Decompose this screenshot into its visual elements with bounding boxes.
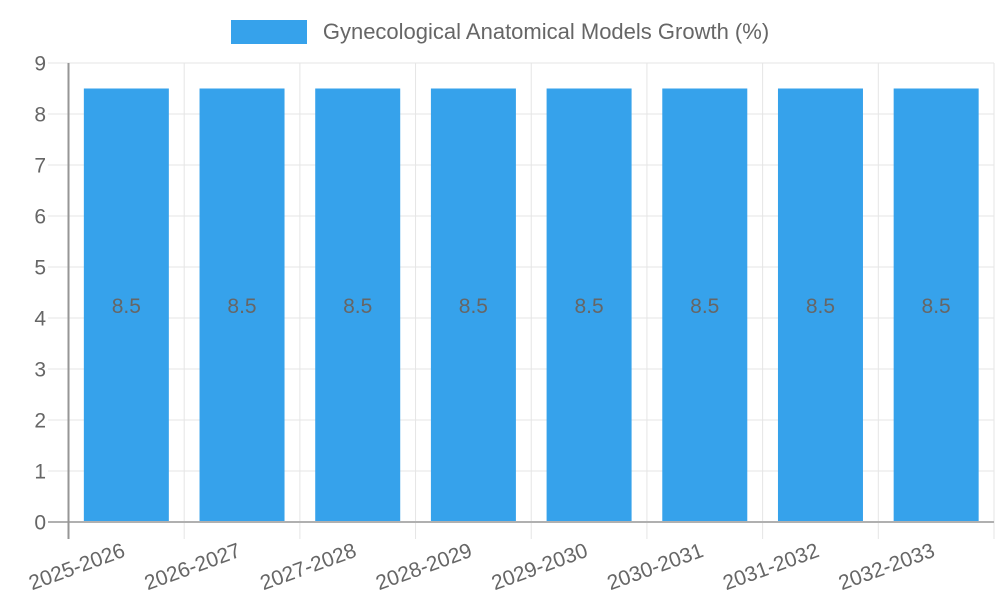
x-axis-tick-label: 2029-2030 <box>489 539 591 595</box>
legend-label: Gynecological Anatomical Models Growth (… <box>322 19 770 44</box>
x-axis-tick-label: 2027-2028 <box>257 539 359 595</box>
bar[interactable] <box>893 88 979 523</box>
y-axis-tick-label: 6 <box>34 206 46 229</box>
y-axis-tick-label: 5 <box>34 257 46 280</box>
y-axis-tick-label: 3 <box>34 359 46 382</box>
x-axis-tick-label: 2032-2033 <box>836 539 938 595</box>
bar[interactable] <box>83 88 169 523</box>
bar-value-label: 8.5 <box>112 295 141 318</box>
bar-value-label: 8.5 <box>690 295 719 318</box>
y-axis-tick-label: 4 <box>34 308 46 331</box>
bar[interactable] <box>777 88 863 523</box>
x-axis-tick-label: 2025-2026 <box>26 539 128 595</box>
bar-value-label: 8.5 <box>343 295 372 318</box>
y-axis-tick-label: 2 <box>34 410 46 433</box>
y-axis-tick-label: 9 <box>34 53 46 76</box>
x-axis-tick-label: 2031-2032 <box>720 539 822 595</box>
bar[interactable] <box>315 88 401 523</box>
y-axis-tick-label: 0 <box>34 512 46 535</box>
x-axis-tick-label: 2030-2031 <box>604 539 706 595</box>
y-axis-tick-label: 8 <box>34 104 46 127</box>
bar[interactable] <box>662 88 748 523</box>
x-axis-tick-label: 2026-2027 <box>141 539 243 595</box>
bar[interactable] <box>199 88 285 523</box>
legend-swatch <box>230 20 307 44</box>
x-axis-tick-label: 2028-2029 <box>373 539 475 595</box>
legend[interactable]: Gynecological Anatomical Models Growth (… <box>0 20 1000 44</box>
y-axis-tick-label: 7 <box>34 155 46 178</box>
y-axis-tick-label: 1 <box>34 461 46 484</box>
bar-value-label: 8.5 <box>459 295 488 318</box>
bar[interactable] <box>546 88 632 523</box>
bar-value-label: 8.5 <box>227 295 256 318</box>
bar-value-label: 8.5 <box>922 295 951 318</box>
bar[interactable] <box>430 88 516 523</box>
bar-value-label: 8.5 <box>806 295 835 318</box>
bar-value-label: 8.5 <box>574 295 603 318</box>
